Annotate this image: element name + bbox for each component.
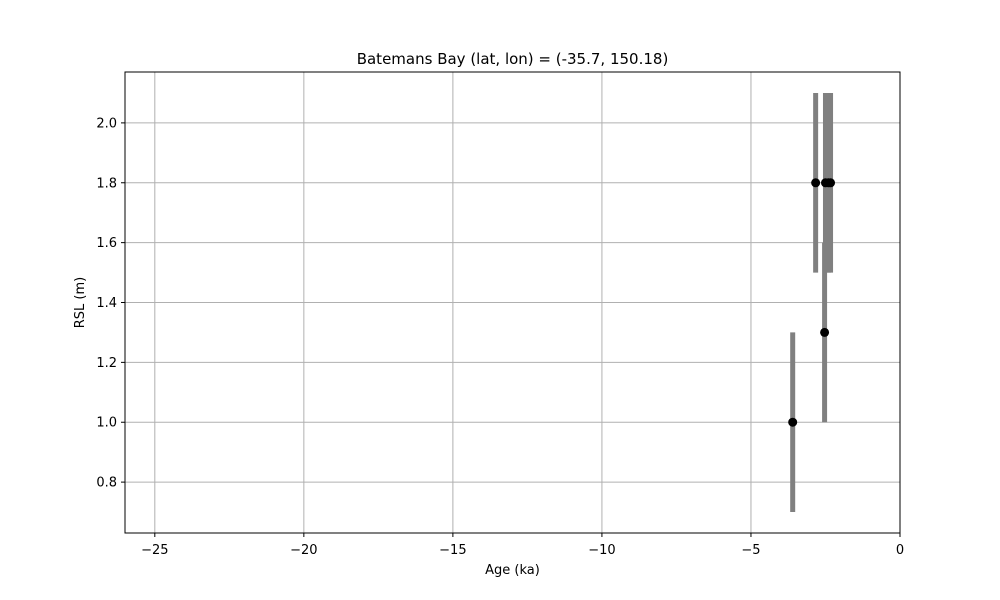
- y-tick-label: 1.6: [96, 236, 117, 251]
- y-tick-label: 1.2: [96, 356, 117, 371]
- y-tick-label: 1.0: [96, 416, 117, 431]
- y-tick-label: 2.0: [96, 116, 117, 131]
- data-points: [788, 178, 836, 427]
- grid-lines: [125, 72, 901, 533]
- data-point: [826, 178, 836, 188]
- x-tick-label: −20: [290, 543, 317, 558]
- x-tick-label: −10: [588, 543, 615, 558]
- x-tick-label: −15: [439, 543, 466, 558]
- y-tick-label: 1.8: [96, 176, 117, 191]
- y-tick-label: 0.8: [96, 476, 117, 491]
- x-tick-label: −25: [141, 543, 168, 558]
- chart-title: Batemans Bay (lat, lon) = (-35.7, 150.18…: [357, 50, 669, 68]
- y-axis-ticks: 0.8 1.0 1.2 1.4 1.6 1.8 2.0: [96, 116, 125, 491]
- x-axis-ticks: −25 −20 −15 −10 −5 0: [141, 533, 904, 558]
- data-point: [811, 178, 821, 188]
- y-axis-label: RSL (m): [73, 277, 88, 328]
- data-point: [820, 327, 830, 337]
- y-tick-label: 1.4: [96, 296, 117, 311]
- x-tick-label: −5: [741, 543, 760, 558]
- data-point: [788, 417, 798, 427]
- x-axis-label: Age (ka): [485, 563, 540, 578]
- x-tick-label: 0: [896, 543, 904, 558]
